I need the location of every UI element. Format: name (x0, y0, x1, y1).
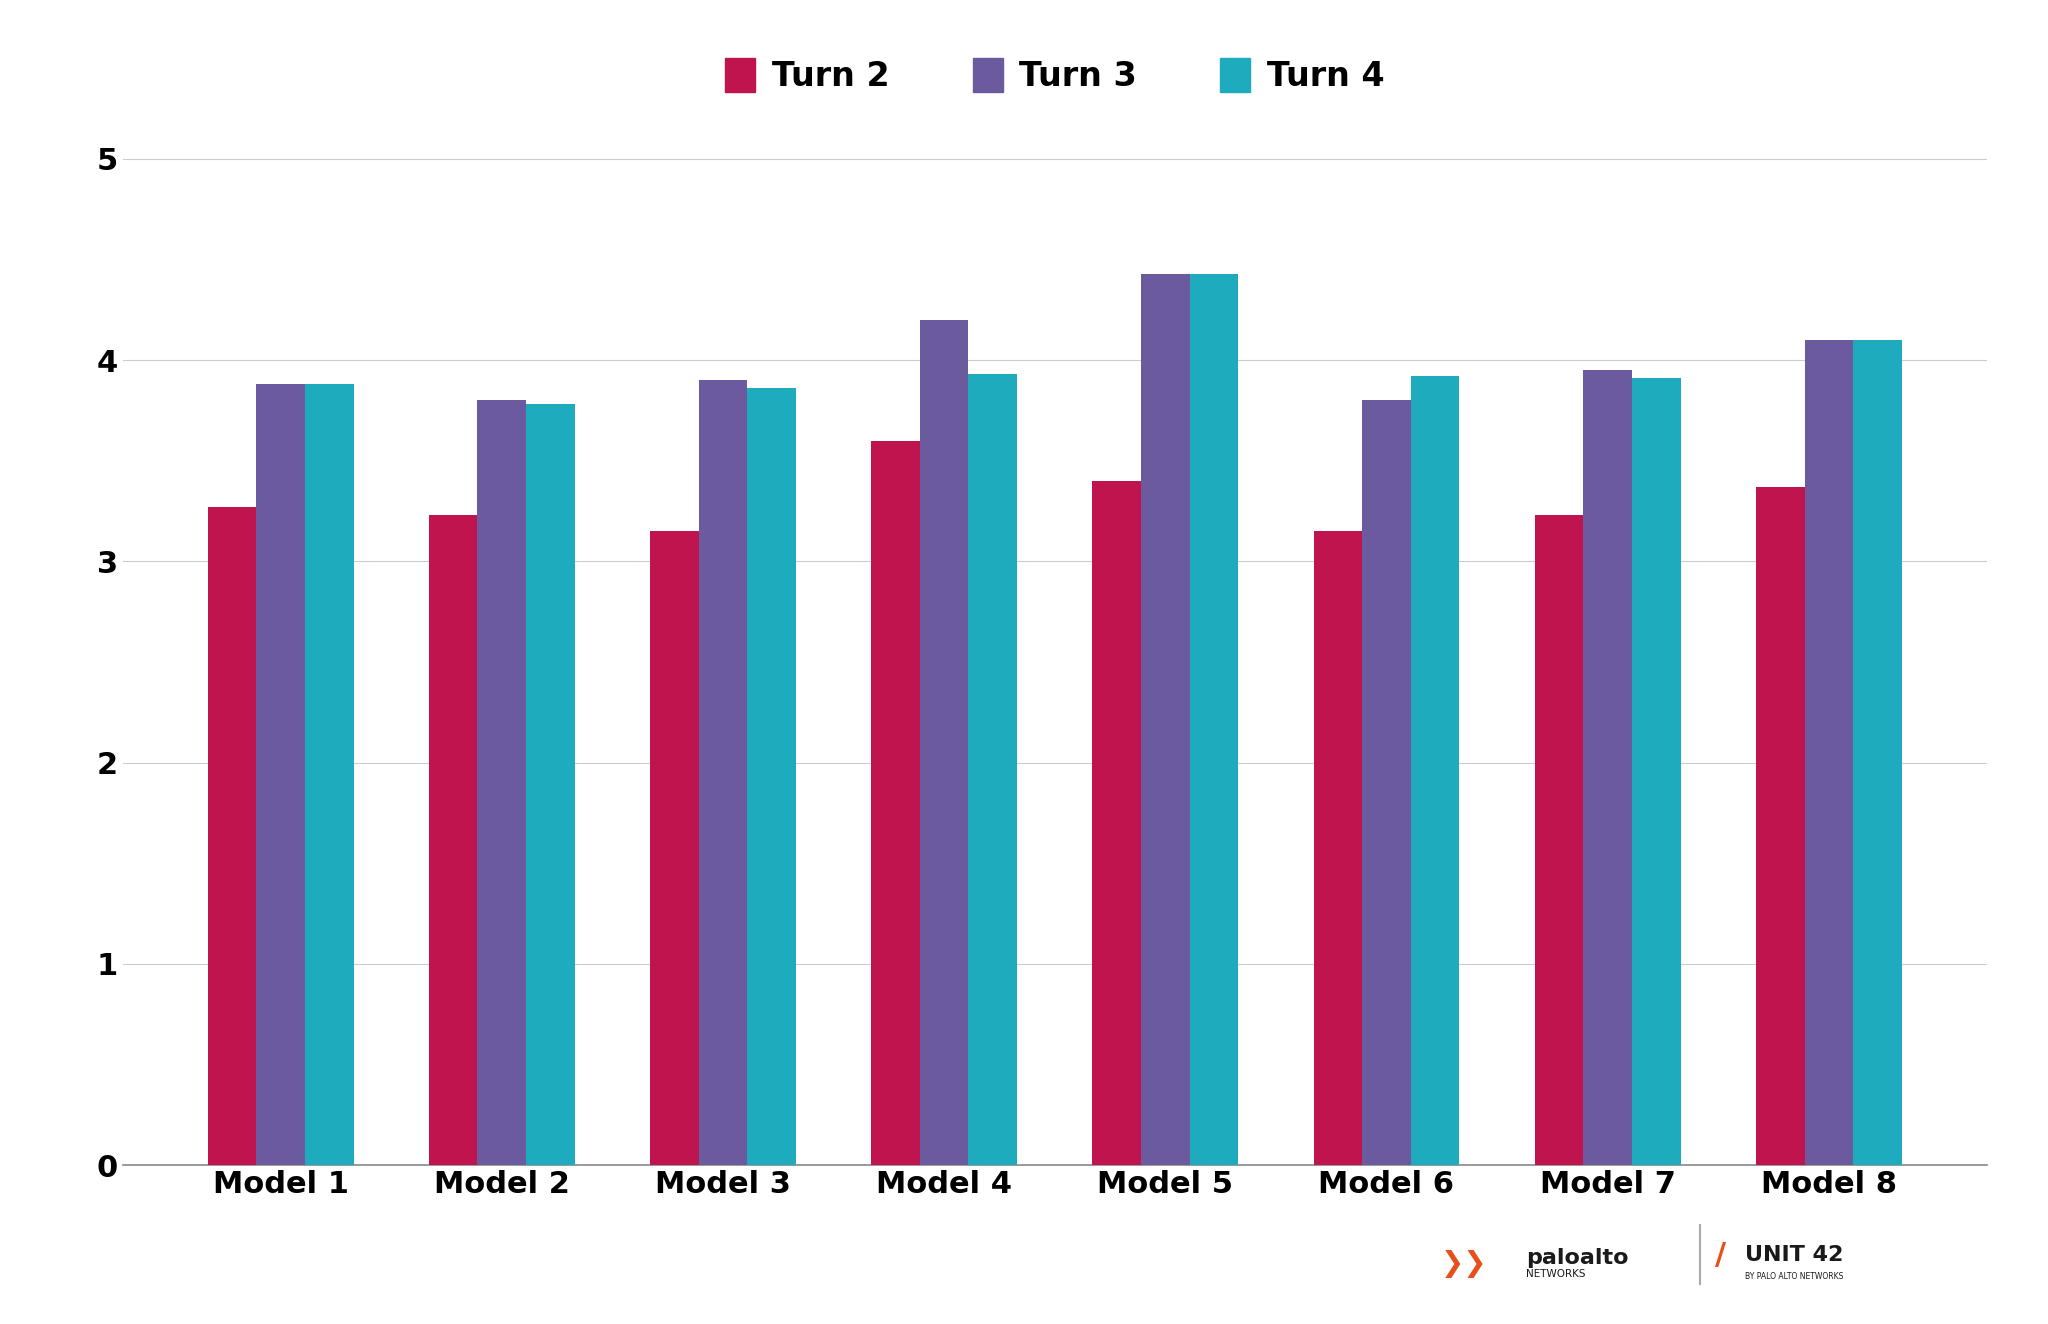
Bar (305, 384, 354, 1165)
Bar (1141, 274, 1190, 1165)
Bar (649, 531, 698, 1165)
Bar (526, 404, 575, 1165)
Bar (1362, 400, 1411, 1165)
Bar (1313, 531, 1362, 1165)
Bar (870, 441, 920, 1165)
Bar (207, 507, 256, 1165)
Bar (920, 320, 969, 1165)
Bar (1411, 376, 1460, 1165)
Bar (1755, 487, 1804, 1165)
Text: UNIT 42: UNIT 42 (1745, 1245, 1843, 1266)
Bar (477, 400, 526, 1165)
Bar (1804, 340, 1853, 1165)
Bar (1190, 274, 1239, 1165)
Bar (1534, 515, 1583, 1165)
Bar (969, 375, 1018, 1165)
Bar (698, 380, 748, 1165)
Bar (428, 515, 477, 1165)
Bar (1632, 379, 1681, 1165)
Bar (748, 388, 797, 1165)
Legend: Turn 2, Turn 3, Turn 4: Turn 2, Turn 3, Turn 4 (711, 45, 1399, 107)
Text: NETWORKS: NETWORKS (1526, 1268, 1585, 1279)
Bar (1092, 481, 1141, 1165)
Text: BY PALO ALTO NETWORKS: BY PALO ALTO NETWORKS (1745, 1272, 1843, 1280)
Text: /: / (1714, 1241, 1726, 1270)
Bar (1583, 371, 1632, 1165)
Text: paloalto: paloalto (1526, 1247, 1628, 1268)
Text: ❯❯: ❯❯ (1442, 1250, 1487, 1279)
Bar (1853, 340, 1903, 1165)
Bar (256, 384, 305, 1165)
